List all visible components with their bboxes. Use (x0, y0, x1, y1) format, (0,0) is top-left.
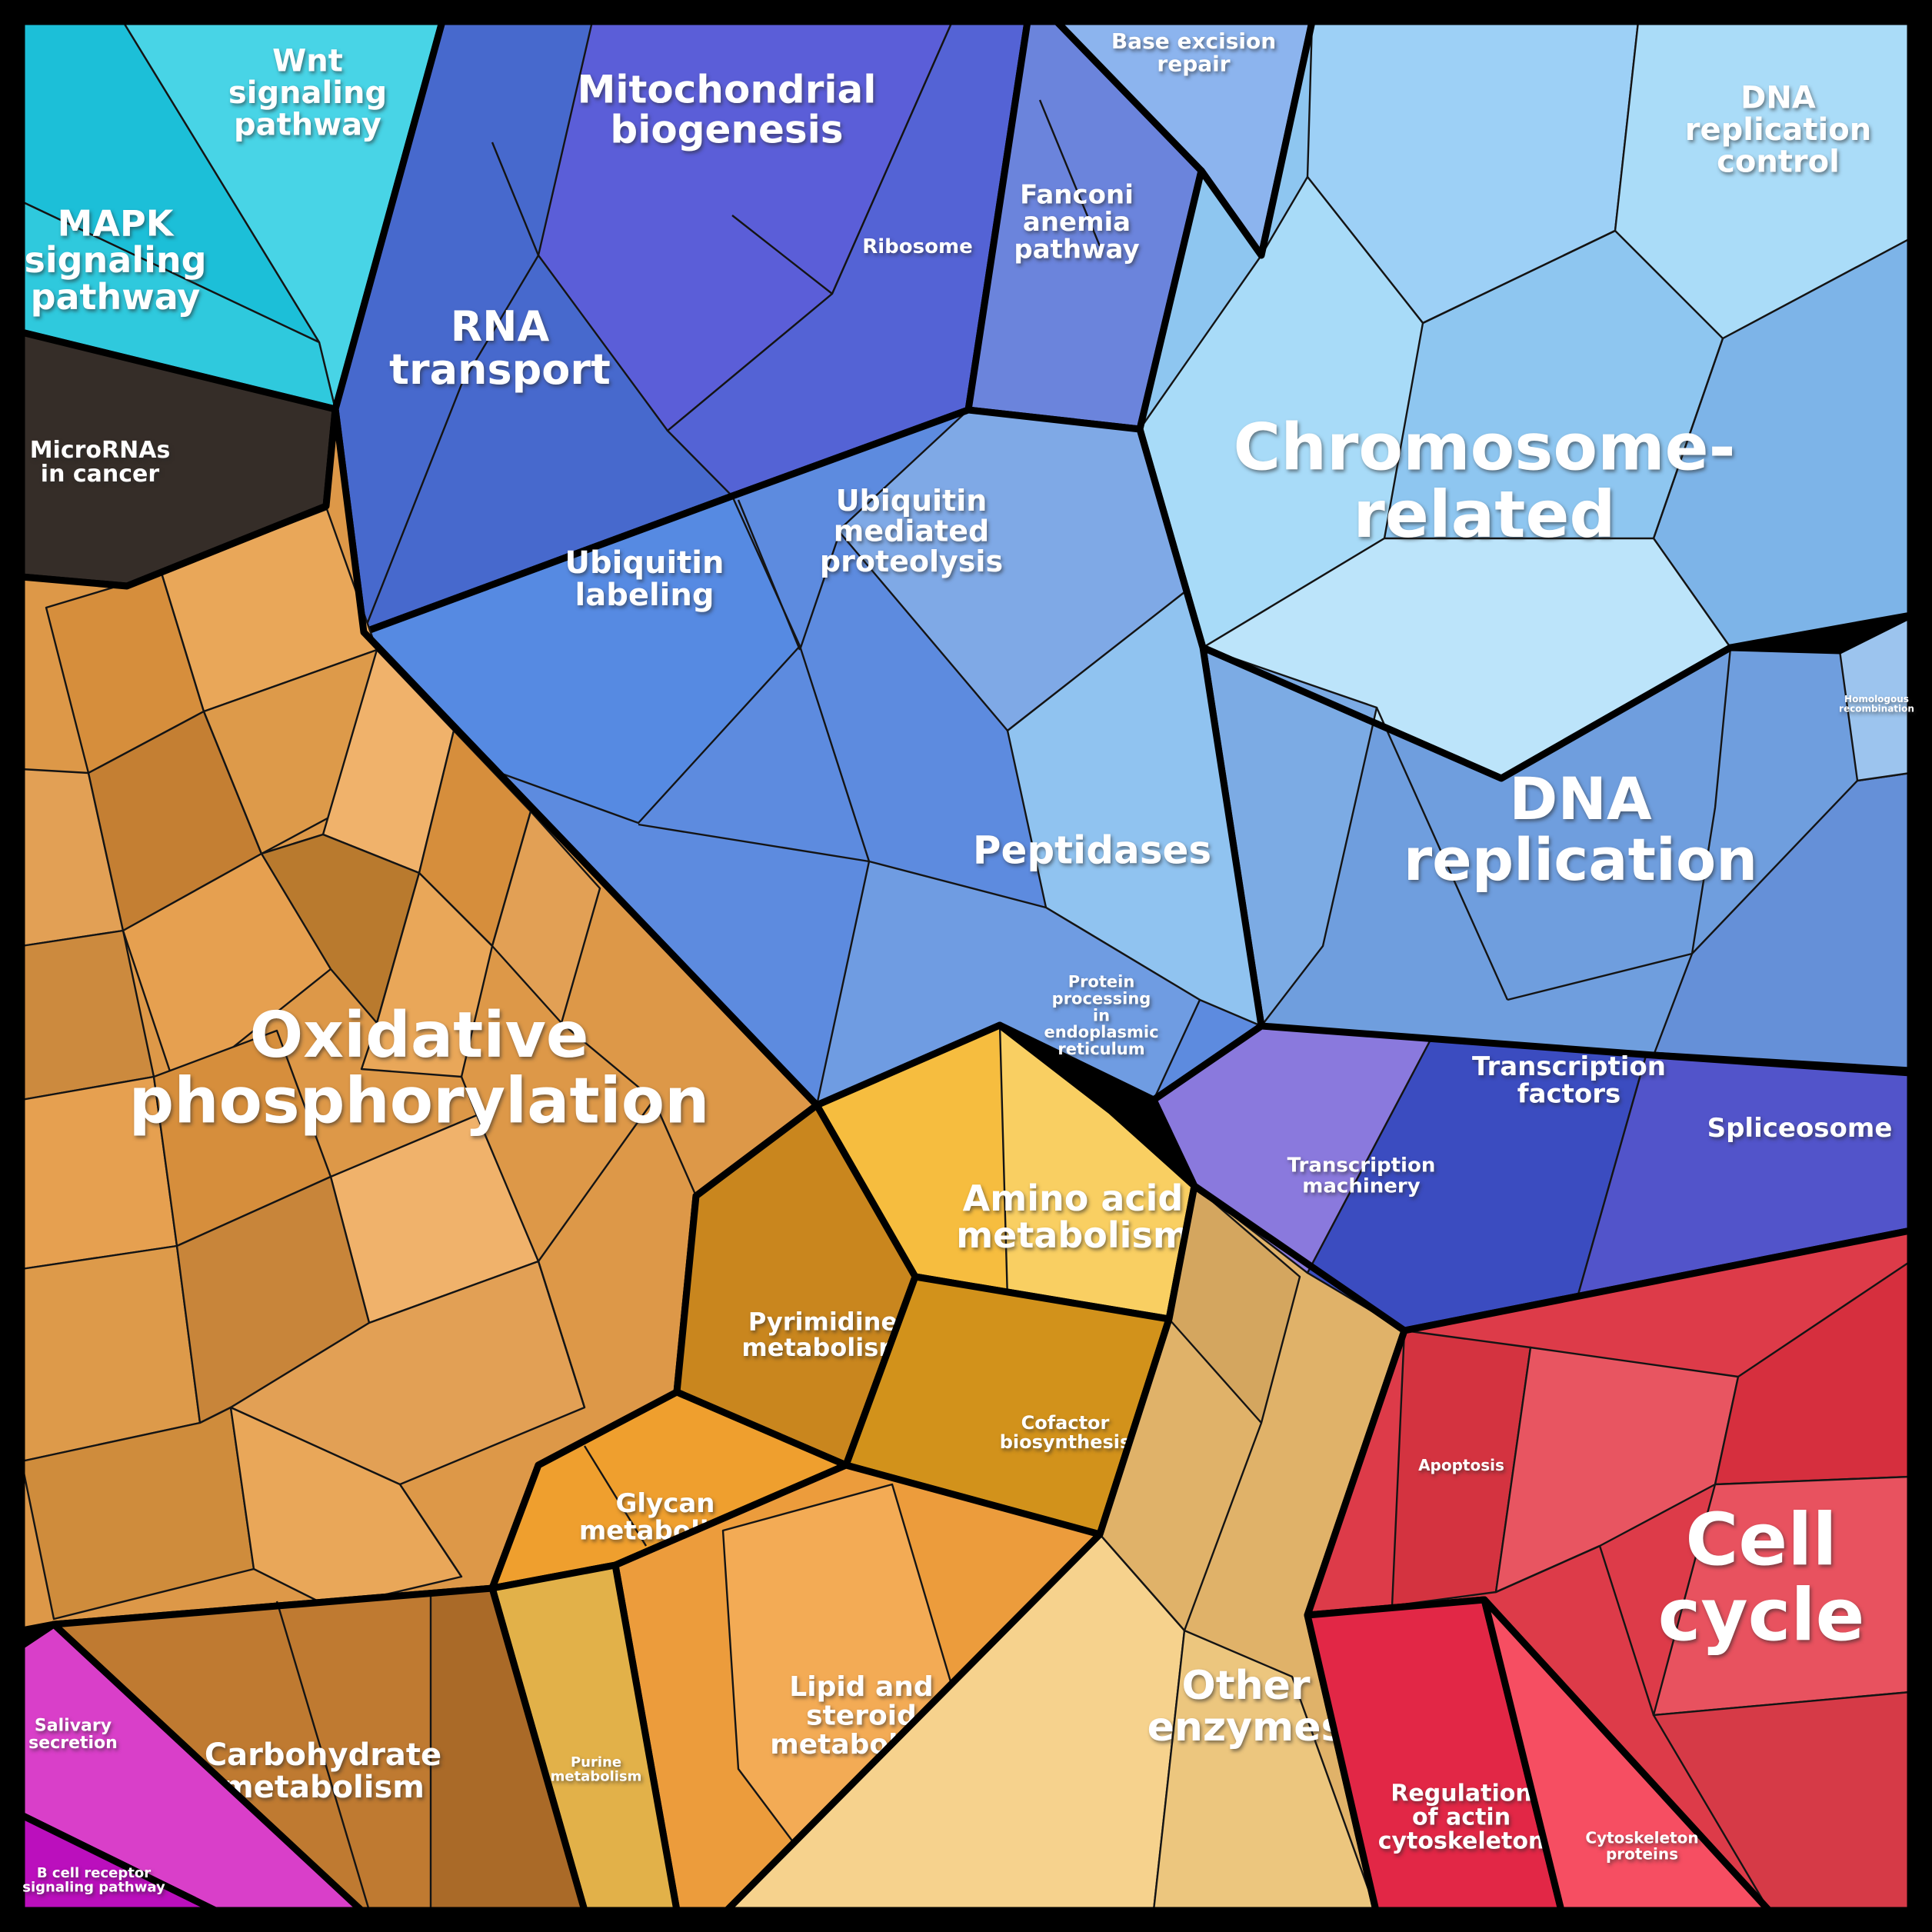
group-cofactor: Cofactor biosynthesis (842, 1273, 1173, 1538)
oxphos-cell-line-2 (537, 1261, 586, 1408)
transcription-label-2: Spliceosome (1707, 1113, 1893, 1144)
glycan-base (492, 1392, 846, 1588)
ubiquitin-protein-label-0: Ubiquitin labeling (565, 545, 724, 613)
carbohydrate-cell-line-0 (275, 1601, 371, 1911)
transcription-label-0: Transcription machinery (1287, 1154, 1436, 1198)
ubiquitin-protein-label-1: Ubiquitin mediated proteolysis (820, 484, 1003, 578)
ubiquitin-protein-cell-line-0 (737, 499, 801, 651)
salivary-base (22, 1624, 361, 1910)
dna-replication-cell-line-0 (1375, 707, 1509, 1001)
salivary-label-0: Salivary secretion (28, 1716, 118, 1753)
dna-replication-cell-line-2 (1690, 647, 1732, 954)
purine-label-0: Purine metabolism (551, 1754, 642, 1785)
chromosome-cell-line-1 (1652, 338, 1724, 539)
group-cell-cycle: Cell cycle Apoptosis (1304, 1227, 1914, 1914)
cell-cycle-cell-line-1 (1598, 1545, 1655, 1716)
dna-replication-cell-line-1 (1507, 952, 1693, 1001)
chromosome-cell-line-0 (1422, 229, 1616, 325)
ubiquitin-protein-cell-line-3 (798, 645, 871, 862)
fanconi-base (968, 22, 1201, 429)
chromosome-label-0: Chromosome-related (1234, 410, 1736, 552)
cofactor-label-0: Cofactor biosynthesis (1000, 1412, 1131, 1453)
oxphos-cell-line-4 (538, 1099, 655, 1262)
ubiquitin-protein-cell-line-2 (638, 823, 870, 863)
cytoskeleton-label-0: Cytoskeleton proteins (1585, 1829, 1698, 1864)
amino-acid-label-0: Amino acid metabolism (956, 1178, 1190, 1256)
group-oxphos: Oxidative phosphorylation (18, 405, 821, 1634)
ubiquitin-protein-label-3: Protein processing in endoplasmic reticulum (1044, 973, 1158, 1058)
group-glycan: Glycan metabolism (488, 1388, 850, 1592)
glycan-cell-line-0 (583, 1445, 648, 1547)
micrornas-base (22, 332, 335, 586)
cofactor-base (846, 1277, 1169, 1534)
group-other-enzymes: Other enzymes (723, 1182, 1408, 1914)
actin-regulation-label-0: Regulation of actin cytoskeleton (1378, 1780, 1545, 1854)
group-dna-replication: DNA replication Homologous recombination (1199, 611, 1914, 1102)
cell-cycle-label-0: Cell cycle (1658, 1498, 1865, 1657)
rna-mito-cell-line-0 (491, 142, 540, 256)
group-cytoskeleton: Cytoskeleton proteins (1481, 1596, 1773, 1914)
cytoskeleton-outline (1481, 1596, 1773, 1914)
ber-label-0: Base excision repair (1111, 28, 1276, 76)
other-enzymes-cell-line-0 (1099, 1534, 1185, 1631)
group-chromosome: Chromosome-related DNA replication control (1136, 18, 1914, 782)
rna-mito-label-2: Ribosome (862, 235, 972, 258)
oxphos-cell-line-3 (399, 1484, 462, 1577)
ubiquitin-protein-cell-line-1 (798, 531, 841, 651)
pyrimidine-label-0: Pyrimidine metabolism (741, 1307, 904, 1362)
rna-mito-label-1: RNA transport (389, 302, 611, 394)
group-transcription: Transcription machinery Transcription facto… (1150, 1022, 1914, 1334)
ubiquitin-protein-label-2: Peptidases (973, 828, 1211, 873)
carbohydrate-label-0: Carbohydrate metabolism (205, 1737, 441, 1805)
bcell-label-0: B cell receptor signaling pathway (22, 1865, 165, 1896)
group-bcell: B cell receptor signaling pathway (18, 1811, 219, 1914)
group-lipid: Lipid and steroid metabolism (611, 1461, 1104, 1914)
rna-mito-label-0: Mitochondrial biogenesis (578, 68, 877, 152)
bcell-outline (18, 1811, 219, 1914)
actin-regulation-base (1307, 1600, 1561, 1910)
fanconi-cell-line-0 (1038, 99, 1101, 247)
signaling-label-0: Wnt signaling pathway (228, 43, 387, 142)
cell-cycle-label-1: Apoptosis (1418, 1456, 1504, 1474)
transcription-outline (1150, 1022, 1914, 1334)
oxphos-cell-10 (360, 871, 494, 1078)
group-pyrimidine: Pyrimidine metabolism (673, 1101, 919, 1469)
cell-cycle-cell-1 (1494, 1346, 1740, 1594)
group-carbohydrate: Carbohydrate metabolism (50, 1584, 588, 1914)
other-enzymes-cell-line-1 (1183, 1422, 1263, 1631)
rna-mito-cell-line-2 (731, 215, 833, 295)
rna-mito-cell-line-1 (362, 255, 540, 633)
other-enzymes-label-0: Other enzymes (1148, 1663, 1345, 1750)
group-salivary: Salivary secretion (18, 1621, 365, 1914)
transcription-label-1: Transcription factors (1472, 1051, 1666, 1109)
dna-replication-label-0: DNA replication (1404, 764, 1758, 894)
oxphos-label-0: Oxidative phosphorylation (129, 999, 710, 1138)
pyrimidine-base (677, 1105, 915, 1465)
cell-cycle-cell-line-0 (1495, 1544, 1601, 1594)
signaling-label-1: MAPK signaling pathway (24, 202, 206, 318)
ber-base (1057, 22, 1312, 255)
dna-replication-label-1: Homologous recombination (1839, 694, 1914, 714)
fanconi-label-0: Fanconi anemia pathway (1014, 180, 1139, 265)
oxphos-cell-17 (229, 1260, 586, 1486)
oxphos-cell-line-1 (460, 1076, 478, 1116)
micrornas-label-0: MicroRNAs in cancer (30, 437, 171, 488)
chromosome-label-1: DNA replication control (1685, 80, 1871, 179)
